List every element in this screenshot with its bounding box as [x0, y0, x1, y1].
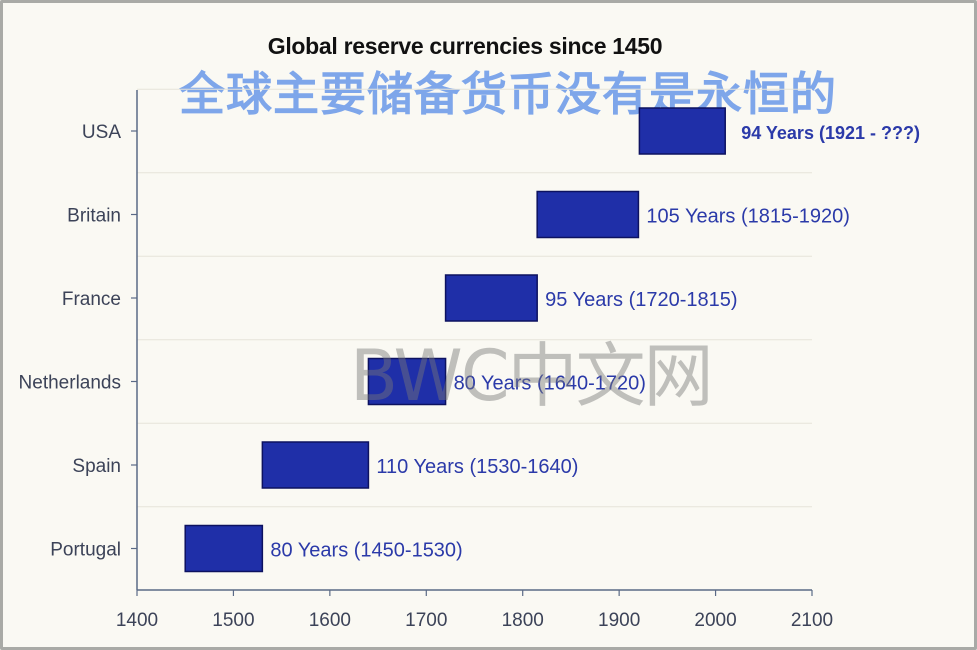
- chart-title: Global reserve currencies since 1450: [267, 33, 663, 59]
- x-tick-label: 1700: [405, 610, 447, 631]
- x-tick-label: 1900: [598, 610, 640, 631]
- x-tick-label: 1500: [212, 610, 254, 631]
- x-tick-label: 1800: [502, 610, 544, 631]
- x-tick-label: 1400: [116, 610, 158, 631]
- category-label: Spain: [72, 456, 121, 477]
- bar-label: 110 Years (1530-1640): [376, 456, 578, 478]
- overlay-title: 全球主要储备货币没有是永恒的: [179, 67, 837, 121]
- category-label: Britain: [67, 206, 121, 227]
- range-bar: [536, 190, 640, 239]
- watermark: BWC中文网: [350, 335, 714, 417]
- category-label: Netherlands: [19, 373, 121, 394]
- bar-label: 80 Years (1450-1530): [270, 540, 462, 562]
- range-bar: [444, 274, 538, 322]
- bar-label: 105 Years (1815-1920): [646, 206, 850, 228]
- category-label: USA: [82, 122, 121, 143]
- category-label: France: [62, 289, 121, 310]
- bar-label: 95 Years (1720-1815): [545, 289, 737, 311]
- range-bar: [184, 524, 264, 573]
- range-bar: [261, 441, 370, 489]
- x-tick-label: 2000: [694, 610, 736, 631]
- x-tick-label: 1600: [309, 610, 351, 631]
- bar-label: 94 Years (1921 - ???): [741, 123, 920, 143]
- range-bar: [638, 107, 726, 155]
- category-label: Portugal: [50, 540, 121, 561]
- x-tick-label: 2100: [791, 610, 833, 631]
- bar-label: 80 Years (1640-1720): [454, 373, 646, 395]
- range-bar: [367, 357, 447, 406]
